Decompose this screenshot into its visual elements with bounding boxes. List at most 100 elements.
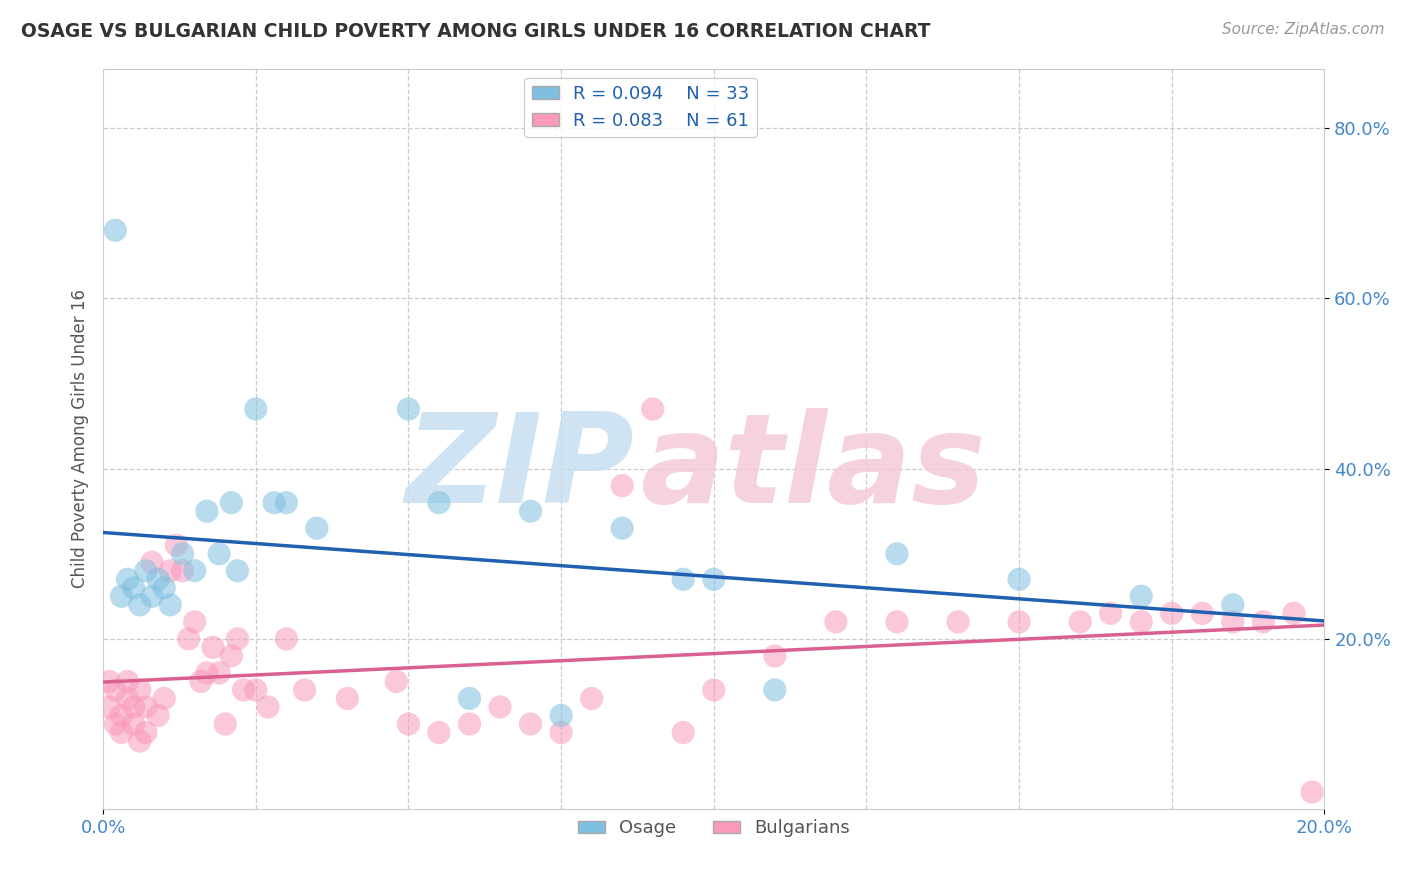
Point [245,682,267,697]
Point [1282,607,1305,621]
Point [257,700,280,714]
Point [110,725,132,739]
Point [221,496,243,510]
Point [427,496,450,510]
Point [98,674,121,689]
Point [1160,607,1182,621]
Point [153,581,176,595]
Point [232,682,254,697]
Point [763,682,786,697]
Point [110,590,132,604]
Point [305,521,328,535]
Point [294,682,316,697]
Point [128,598,150,612]
Point [672,725,695,739]
Point [703,682,725,697]
Point [385,674,408,689]
Point [336,691,359,706]
Point [122,700,145,714]
Point [146,708,169,723]
Point [519,504,541,518]
Text: atlas: atlas [641,408,986,529]
Point [886,547,908,561]
Point [195,504,218,518]
Point [581,691,603,706]
Point [141,590,163,604]
Point [117,572,139,586]
Point [1130,615,1153,629]
Point [104,717,127,731]
Point [172,547,194,561]
Point [165,538,187,552]
Point [612,521,634,535]
Point [226,564,249,578]
Point [146,572,169,586]
Legend: Osage, Bulgarians: Osage, Bulgarians [571,812,858,845]
Point [190,674,212,689]
Point [1008,615,1031,629]
Point [763,648,786,663]
Point [177,632,200,646]
Point [153,691,176,706]
Point [1253,615,1275,629]
Point [1008,572,1031,586]
Text: ZIP: ZIP [406,408,634,529]
Point [104,223,127,237]
Point [226,632,249,646]
Point [135,564,157,578]
Point [208,665,231,680]
Point [135,700,157,714]
Point [1222,598,1244,612]
Point [550,725,572,739]
Point [214,717,236,731]
Point [825,615,848,629]
Point [183,564,205,578]
Point [1222,615,1244,629]
Point [886,615,908,629]
Point [398,402,420,417]
Point [550,708,572,723]
Point [946,615,969,629]
Point [427,725,450,739]
Point [104,682,127,697]
Point [172,564,194,578]
Point [458,717,481,731]
Point [398,717,420,731]
Point [110,708,132,723]
Point [128,682,150,697]
Text: OSAGE VS BULGARIAN CHILD POVERTY AMONG GIRLS UNDER 16 CORRELATION CHART: OSAGE VS BULGARIAN CHILD POVERTY AMONG G… [21,22,931,41]
Point [202,640,225,655]
Point [98,700,121,714]
Point [1191,607,1213,621]
Point [195,665,218,680]
Point [117,674,139,689]
Point [489,700,512,714]
Point [245,402,267,417]
Point [128,734,150,748]
Point [672,572,695,586]
Point [1130,590,1153,604]
Point [1099,607,1122,621]
Y-axis label: Child Poverty Among Girls Under 16: Child Poverty Among Girls Under 16 [72,289,89,589]
Point [612,478,634,492]
Point [1069,615,1091,629]
Point [117,691,139,706]
Point [703,572,725,586]
Point [458,691,481,706]
Point [1301,785,1323,799]
Point [135,725,157,739]
Point [159,598,181,612]
Point [159,564,181,578]
Point [263,496,285,510]
Point [276,632,298,646]
Point [641,402,664,417]
Point [208,547,231,561]
Point [183,615,205,629]
Point [122,717,145,731]
Point [141,555,163,569]
Point [276,496,298,510]
Point [519,717,541,731]
Text: Source: ZipAtlas.com: Source: ZipAtlas.com [1222,22,1385,37]
Point [122,581,145,595]
Point [221,648,243,663]
